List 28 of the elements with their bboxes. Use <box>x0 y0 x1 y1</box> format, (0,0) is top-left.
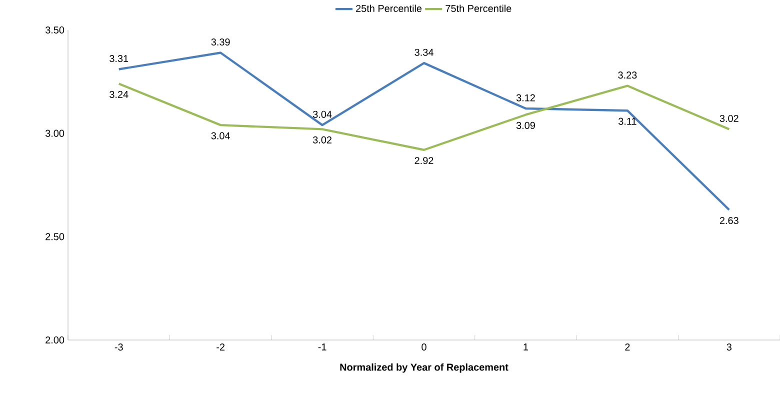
x-tick-label: -2 <box>216 344 225 350</box>
legend-label: 75th Percentile <box>446 4 512 12</box>
x-tick-label: 1 <box>524 344 528 350</box>
data-label: 2.92 <box>414 157 434 164</box>
y-tick-label: 3.50 <box>45 26 64 34</box>
y-tick-label: 3.00 <box>45 130 64 137</box>
data-label: 3.39 <box>211 38 230 46</box>
x-axis-title: Normalized by Year of Replacement <box>340 363 508 373</box>
data-label: 3.11 <box>618 118 636 125</box>
data-label: 3.04 <box>312 110 332 118</box>
data-label: 3.04 <box>211 132 230 140</box>
data-label: 3.02 <box>720 114 738 122</box>
data-label: 3.23 <box>618 72 637 79</box>
data-label: 3.09 <box>516 122 535 129</box>
x-tick-label: -1 <box>318 344 326 350</box>
y-tick-label: 2.50 <box>46 233 64 240</box>
data-label: 2.63 <box>720 217 738 224</box>
legend-label: 25th Percentile <box>356 4 422 12</box>
x-tick-label: 2 <box>625 344 630 350</box>
data-label: 3.31 <box>110 55 128 62</box>
data-label: 3.12 <box>516 94 535 102</box>
x-tick-label: 0 <box>422 344 426 351</box>
data-label: 3.24 <box>110 90 128 98</box>
data-label: 3.02 <box>312 136 332 144</box>
x-tick-label: -3 <box>114 344 123 351</box>
x-tick-label: 3 <box>726 344 732 351</box>
y-tick-label: 2.00 <box>46 336 64 344</box>
data-label: 3.34 <box>414 48 434 56</box>
